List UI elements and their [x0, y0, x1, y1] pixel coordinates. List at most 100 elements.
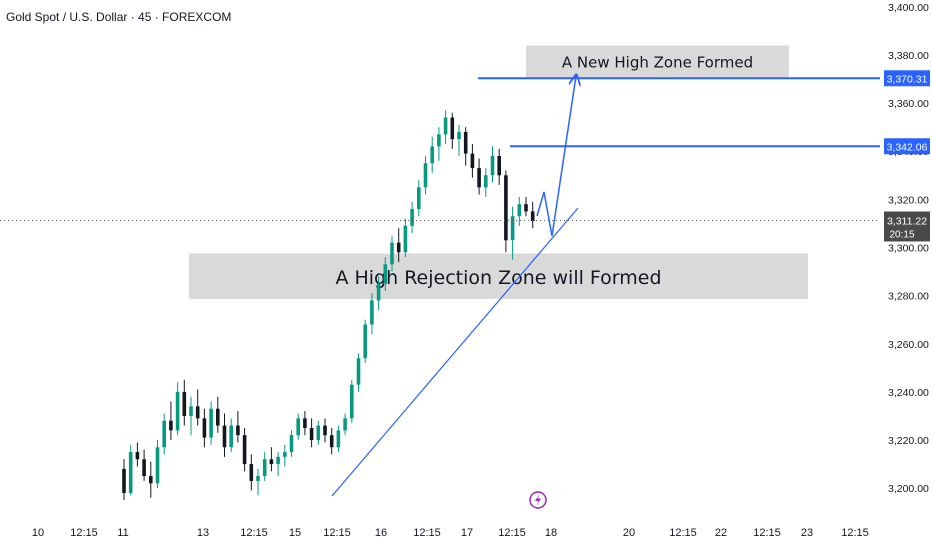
price-tick-label: 3,220.00 — [888, 435, 929, 447]
price-tick-label: 3,300.00 — [888, 242, 929, 254]
candle — [530, 201, 535, 229]
candle — [283, 444, 287, 467]
countdown-label: 20:15 — [889, 229, 914, 240]
time-tick-label: 22 — [715, 527, 727, 539]
symbol-title: Gold Spot / U.S. Dollar · 45 · FOREXCOM — [6, 10, 232, 24]
candle — [175, 382, 180, 436]
candle — [457, 124, 461, 157]
candle — [262, 452, 267, 481]
candle — [484, 168, 488, 197]
price-level-tag-label: 3,370.31 — [887, 73, 928, 85]
time-tick-label: 12:15 — [669, 527, 697, 539]
current-price-tag — [884, 211, 930, 242]
projection-arrow[interactable] — [536, 76, 576, 237]
candle — [195, 389, 200, 426]
time-tick-label: 12:15 — [498, 527, 526, 539]
candle — [222, 413, 227, 457]
candle — [142, 449, 146, 481]
time-tick-label: 11 — [117, 527, 128, 539]
candle — [504, 170, 508, 253]
candle — [149, 461, 153, 498]
candle — [463, 127, 468, 166]
candle — [135, 442, 140, 467]
candle — [242, 427, 247, 472]
candle — [289, 430, 294, 457]
time-tick-label: 12:15 — [240, 527, 268, 539]
zone-box-2[interactable] — [189, 253, 808, 299]
candle — [383, 257, 388, 291]
current-price-label: 3,311.22 — [887, 215, 927, 227]
zone-label-1: A New High Zone Formed — [562, 54, 753, 72]
time-tick-label: 13 — [197, 527, 209, 539]
candle — [316, 420, 321, 445]
candle — [490, 146, 495, 183]
candle — [296, 413, 300, 441]
candle — [363, 319, 367, 364]
candle — [189, 396, 193, 436]
time-tick-label: 12:15 — [70, 527, 98, 539]
price-level-tag — [884, 70, 930, 87]
price-level-tag-label: 3,342.06 — [887, 141, 928, 153]
candle — [303, 411, 307, 436]
candle — [323, 418, 327, 443]
price-tick-label: 3,200.00 — [888, 483, 929, 495]
candle — [249, 454, 254, 491]
candle — [524, 196, 528, 217]
candle — [169, 401, 173, 441]
candle — [350, 379, 354, 424]
price-tick-label: 3,360.00 — [888, 98, 929, 110]
time-tick-label: 18 — [545, 527, 557, 539]
price-tick-label: 3,240.00 — [888, 387, 929, 399]
candle — [162, 413, 166, 455]
candle — [470, 143, 475, 178]
price-axis[interactable]: 3,200.00 3,220.00 3,240.00 3,260.00 3,280.00… — [888, 2, 929, 495]
candle — [256, 468, 260, 496]
time-tick-label: 23 — [801, 527, 813, 539]
time-tick-label: 12:15 — [323, 527, 351, 539]
candle — [155, 440, 160, 489]
candle — [450, 112, 455, 149]
time-tick-label: 16 — [375, 527, 387, 539]
lightning-icon[interactable] — [529, 491, 547, 509]
candle — [336, 425, 341, 453]
candle — [209, 401, 213, 445]
candle — [182, 379, 187, 426]
candle — [477, 158, 481, 195]
candle — [376, 276, 381, 311]
zone-label-2: A High Rejection Zone will Formed — [335, 267, 661, 289]
time-tick-label: 17 — [461, 527, 473, 539]
candle — [236, 411, 240, 443]
candle — [403, 218, 408, 258]
candle — [122, 459, 126, 501]
candle — [437, 127, 441, 161]
time-tick-label: 20 — [623, 527, 635, 539]
time-axis[interactable]: 10 12:15 11 13 12:15 15 12:15 16 12:15 17 12:15 18 2… — [32, 527, 869, 539]
time-tick-label: 12:15 — [753, 527, 781, 539]
support-trendline[interactable] — [331, 207, 579, 497]
price-tick-label: 3,320.00 — [888, 194, 929, 206]
candle — [417, 180, 421, 217]
candle — [269, 447, 274, 472]
price-tick-label: 3,380.00 — [888, 50, 929, 62]
zone-box-1[interactable] — [526, 45, 789, 78]
candle — [443, 110, 448, 144]
candle — [356, 353, 361, 392]
candle — [309, 418, 314, 448]
time-tick-label: 10 — [32, 527, 44, 539]
price-tick-label: 3,400.00 — [888, 2, 929, 14]
candle — [390, 235, 394, 272]
candle — [517, 196, 522, 226]
candle — [497, 148, 501, 185]
price-level-tag — [884, 138, 930, 155]
price-tick-label: 3,280.00 — [888, 291, 929, 303]
time-tick-label: 12:15 — [413, 527, 441, 539]
candle — [510, 206, 515, 260]
candle — [410, 201, 414, 234]
candle — [128, 444, 133, 496]
time-tick-label: 15 — [289, 527, 301, 539]
candle — [229, 418, 233, 453]
candle — [329, 427, 334, 455]
candle — [423, 156, 428, 195]
candle — [430, 136, 434, 173]
